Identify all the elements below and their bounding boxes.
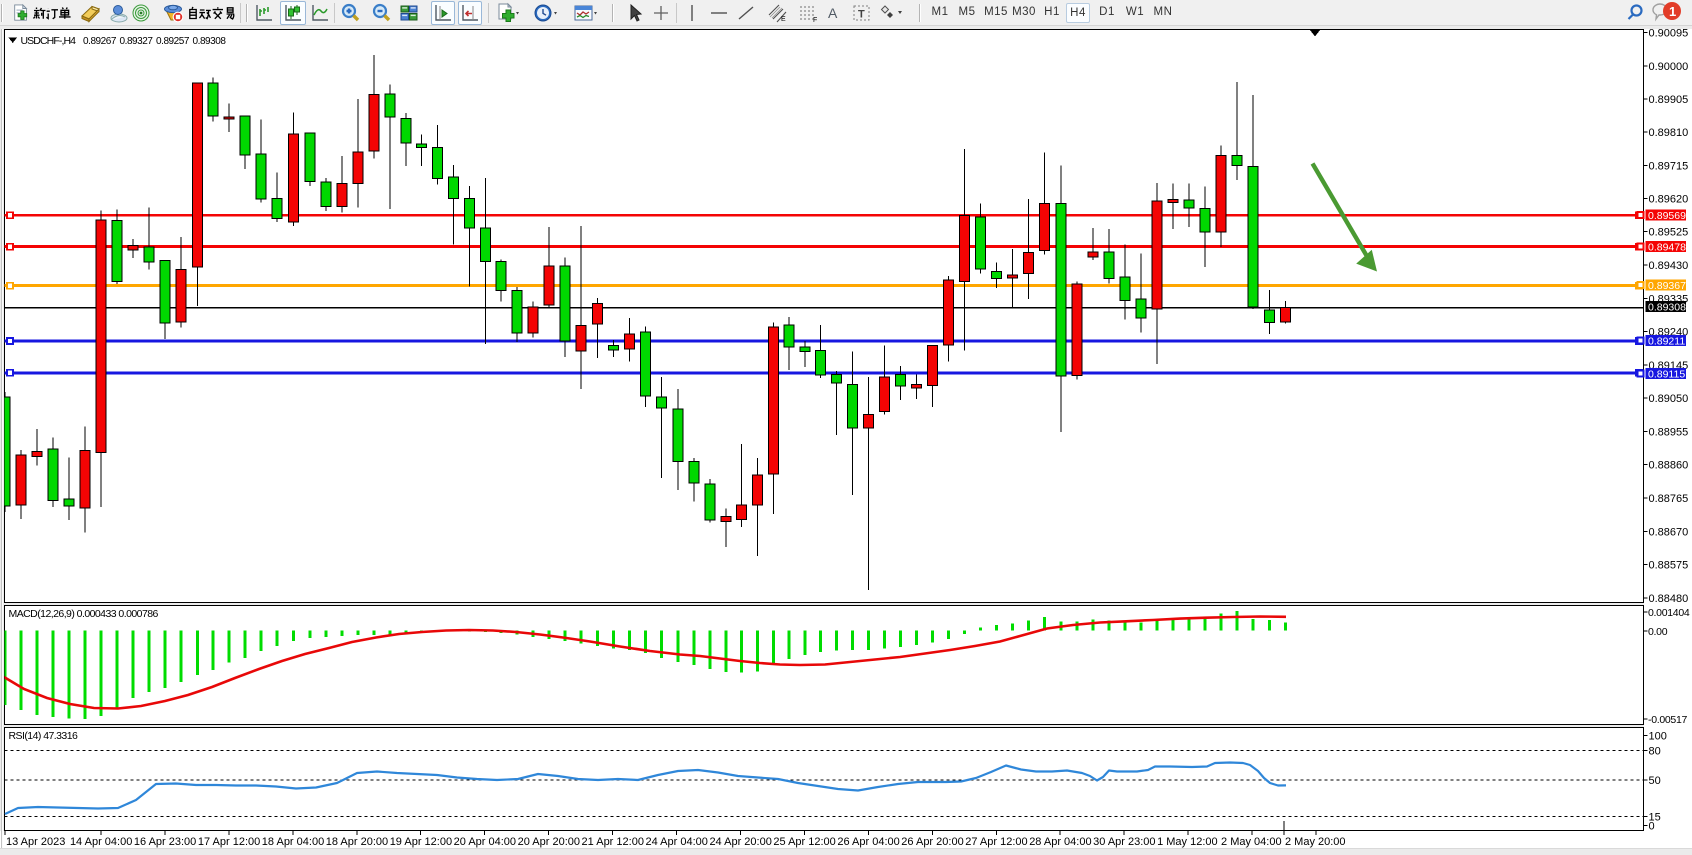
- svg-text:0.89715: 0.89715: [1649, 160, 1689, 172]
- svg-text:1 May 12:00: 1 May 12:00: [1157, 836, 1218, 848]
- svg-text:2 May 20:00: 2 May 20:00: [1285, 836, 1346, 848]
- svg-text:1: 1: [1669, 4, 1676, 19]
- svg-text:RSI(14) 47.3316: RSI(14) 47.3316: [9, 730, 79, 742]
- svg-text:0.89905: 0.89905: [1649, 94, 1689, 106]
- svg-text:0.88860: 0.88860: [1649, 460, 1689, 472]
- svg-text:0.89525: 0.89525: [1649, 226, 1689, 238]
- svg-text:17 Apr 12:00: 17 Apr 12:00: [198, 836, 260, 848]
- svg-text:0.89257: 0.89257: [156, 36, 190, 47]
- svg-text:21 Apr 12:00: 21 Apr 12:00: [582, 836, 644, 848]
- svg-text:E: E: [781, 16, 786, 23]
- svg-text:50: 50: [1649, 775, 1661, 787]
- svg-text:USDCHF-,H4: USDCHF-,H4: [21, 35, 77, 47]
- svg-text:24 Apr 04:00: 24 Apr 04:00: [646, 836, 708, 848]
- svg-text:0: 0: [1649, 821, 1655, 833]
- svg-text:0.89115: 0.89115: [1648, 368, 1685, 380]
- svg-text:26 Apr 20:00: 26 Apr 20:00: [901, 836, 963, 848]
- svg-text:0.90000: 0.90000: [1649, 61, 1689, 73]
- svg-text:0.89267: 0.89267: [83, 36, 117, 47]
- svg-text:25 Apr 12:00: 25 Apr 12:00: [773, 836, 835, 848]
- svg-text:-0.00517: -0.00517: [1648, 714, 1688, 726]
- svg-text:30 Apr 23:00: 30 Apr 23:00: [1093, 836, 1155, 848]
- svg-text:18 Apr 04:00: 18 Apr 04:00: [262, 836, 324, 848]
- svg-text:20 Apr 20:00: 20 Apr 20:00: [518, 836, 580, 848]
- svg-text:27 Apr 12:00: 27 Apr 12:00: [965, 836, 1027, 848]
- svg-text:0.001404: 0.001404: [1648, 607, 1690, 619]
- svg-text:F: F: [813, 17, 817, 23]
- svg-text:0.89430: 0.89430: [1649, 260, 1689, 272]
- svg-text:0.89810: 0.89810: [1649, 127, 1689, 139]
- svg-text:100: 100: [1649, 731, 1667, 743]
- svg-text:2 May 04:00: 2 May 04:00: [1221, 836, 1282, 848]
- svg-text:18 Apr 20:00: 18 Apr 20:00: [326, 836, 388, 848]
- svg-text:0.88670: 0.88670: [1649, 526, 1689, 538]
- svg-text:0.89308: 0.89308: [193, 36, 227, 47]
- svg-text:T: T: [858, 9, 865, 21]
- svg-text:0.00: 0.00: [1648, 626, 1668, 638]
- svg-text:0.88480: 0.88480: [1649, 593, 1689, 605]
- svg-text:0.89327: 0.89327: [120, 36, 154, 47]
- svg-text:0.88955: 0.88955: [1649, 426, 1689, 438]
- svg-text:0.89478: 0.89478: [1648, 241, 1686, 253]
- svg-text:A: A: [828, 5, 838, 21]
- svg-text:0.89620: 0.89620: [1649, 194, 1689, 206]
- svg-text:0.89211: 0.89211: [1648, 335, 1685, 347]
- svg-text:13 Apr 2023: 13 Apr 2023: [6, 836, 65, 848]
- svg-text:20 Apr 04:00: 20 Apr 04:00: [454, 836, 516, 848]
- svg-text:0.90095: 0.90095: [1649, 28, 1689, 40]
- svg-text:0.88575: 0.88575: [1649, 560, 1689, 572]
- svg-text:80: 80: [1649, 745, 1661, 757]
- svg-text:0.89367: 0.89367: [1648, 280, 1686, 292]
- svg-text:0.89308: 0.89308: [1648, 301, 1686, 313]
- svg-text:0.88765: 0.88765: [1649, 493, 1689, 505]
- svg-text:16 Apr 23:00: 16 Apr 23:00: [134, 836, 196, 848]
- svg-text:28 Apr 04:00: 28 Apr 04:00: [1029, 836, 1091, 848]
- svg-text:14 Apr 04:00: 14 Apr 04:00: [70, 836, 132, 848]
- svg-text:26 Apr 04:00: 26 Apr 04:00: [837, 836, 899, 848]
- svg-text:15: 15: [1649, 811, 1661, 823]
- svg-text:19 Apr 12:00: 19 Apr 12:00: [390, 836, 452, 848]
- svg-text:24 Apr 20:00: 24 Apr 20:00: [709, 836, 771, 848]
- svg-text:MACD(12,26,9) 0.000433 0.00078: MACD(12,26,9) 0.000433 0.000786: [9, 608, 159, 620]
- svg-text:0.89569: 0.89569: [1648, 210, 1686, 222]
- svg-text:0.89050: 0.89050: [1649, 393, 1689, 405]
